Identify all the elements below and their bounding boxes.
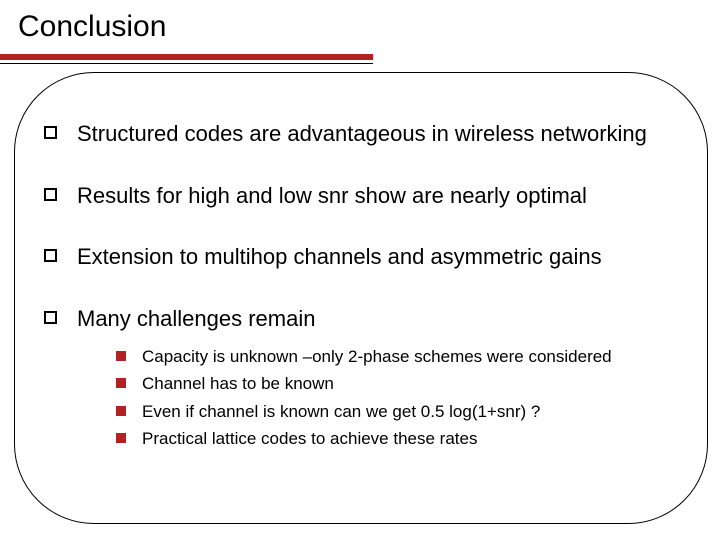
sub-bullet-text: Capacity is unknown –only 2-phase scheme… [142, 346, 612, 367]
square-open-icon [44, 249, 57, 262]
slide-title: Conclusion [18, 10, 166, 44]
square-filled-icon [116, 406, 126, 416]
square-filled-icon [116, 351, 126, 361]
sub-bullet-item: Even if channel is known can we get 0.5 … [116, 401, 684, 422]
sub-bullet-text: Even if channel is known can we get 0.5 … [142, 401, 540, 422]
sub-bullet-item: Practical lattice codes to achieve these… [116, 428, 684, 449]
bullet-item: Results for high and low snr show are ne… [44, 182, 684, 210]
square-filled-icon [116, 433, 126, 443]
square-open-icon [44, 311, 57, 324]
square-open-icon [44, 188, 57, 201]
title-underline-thick [0, 54, 373, 60]
bullet-item: Extension to multihop channels and asymm… [44, 243, 684, 271]
sub-bullet-item: Channel has to be known [116, 373, 684, 394]
content-area: Structured codes are advantageous in wir… [44, 120, 684, 455]
square-filled-icon [116, 378, 126, 388]
title-underline-thin [0, 63, 373, 64]
bullet-item: Structured codes are advantageous in wir… [44, 120, 684, 148]
bullet-item: Many challenges remain [44, 305, 684, 333]
bullet-text: Extension to multihop channels and asymm… [77, 243, 602, 271]
sub-bullet-item: Capacity is unknown –only 2-phase scheme… [116, 346, 684, 367]
bullet-text: Structured codes are advantageous in wir… [77, 120, 647, 148]
slide: Conclusion Structured codes are advantag… [0, 0, 720, 540]
sub-bullet-text: Channel has to be known [142, 373, 334, 394]
sub-bullet-list: Capacity is unknown –only 2-phase scheme… [116, 346, 684, 449]
square-open-icon [44, 126, 57, 139]
bullet-text: Many challenges remain [77, 305, 315, 333]
sub-bullet-text: Practical lattice codes to achieve these… [142, 428, 477, 449]
bullet-text: Results for high and low snr show are ne… [77, 182, 587, 210]
